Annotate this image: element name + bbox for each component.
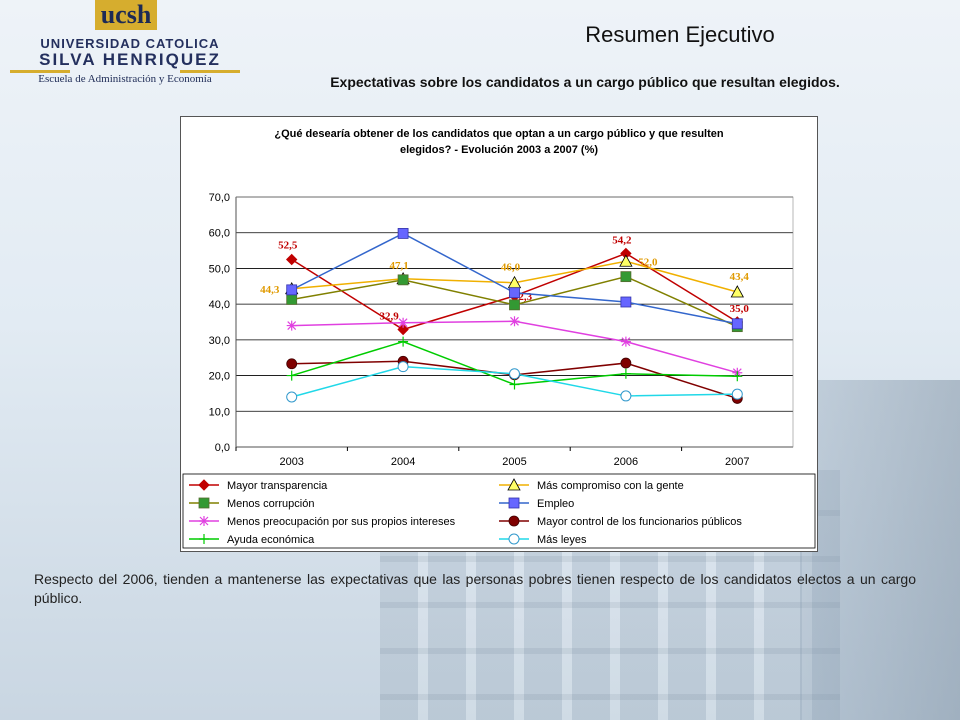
chart-title-line2: elegidos? - Evolución 2003 a 2007 (%) — [400, 144, 598, 156]
school-name: Escuela de Administración y Economía — [38, 73, 212, 85]
legend-label: Menos preocupación por sus propios inter… — [227, 516, 456, 528]
university-name-line1: UNIVERSIDAD CATOLICA — [40, 36, 220, 51]
data-point-marker — [730, 285, 744, 298]
summary-paragraph: Respecto del 2006, tienden a mantenerse … — [34, 571, 916, 606]
data-point-marker — [397, 361, 409, 373]
y-tick-label: 60,0 — [209, 228, 230, 240]
data-point-marker — [286, 358, 298, 370]
university-name-line2: SILVA HENRIQUEZ — [39, 50, 221, 69]
legend-label: Menos corrupción — [227, 498, 314, 510]
y-tick-label: 50,0 — [209, 263, 230, 275]
legend-swatch-marker — [508, 497, 520, 509]
data-point-marker — [398, 317, 409, 328]
data-point-marker — [509, 368, 520, 380]
data-point-marker — [509, 299, 520, 311]
legend-swatch-marker — [199, 534, 209, 544]
data-point-marker — [620, 390, 632, 402]
x-tick-label: 2005 — [502, 456, 526, 468]
y-tick-label: 20,0 — [209, 371, 230, 383]
data-label: 54,2 — [612, 234, 632, 246]
data-point-marker — [285, 253, 298, 266]
data-point-marker — [620, 368, 631, 379]
data-point-marker — [620, 336, 631, 347]
y-tick-label: 30,0 — [209, 335, 230, 347]
legend-swatch-marker — [507, 478, 521, 491]
legend-swatch-marker — [508, 515, 520, 527]
data-label: 52,5 — [278, 240, 298, 252]
page-title: Resumen Ejecutivo — [585, 22, 775, 47]
data-point-marker — [620, 296, 632, 308]
data-label: 52,0 — [638, 256, 658, 268]
x-tick-label: 2004 — [391, 456, 415, 468]
data-point-marker — [732, 371, 743, 382]
x-tick-label: 2007 — [725, 456, 749, 468]
x-tick-label: 2003 — [279, 456, 303, 468]
legend-label: Mayor transparencia — [227, 480, 328, 492]
y-tick-label: 0,0 — [215, 442, 230, 454]
legend-label: Más leyes — [537, 534, 587, 546]
data-point-marker — [619, 254, 633, 267]
university-logo: ucsh UNIVERSIDAD CATOLICA SILVA HENRIQUE… — [10, 0, 240, 100]
logo-divider-right — [180, 70, 240, 73]
data-point-marker — [509, 379, 520, 390]
legend-swatch-marker — [199, 516, 209, 526]
y-tick-label: 40,0 — [209, 299, 230, 311]
legend-swatch-marker — [198, 497, 210, 509]
legend-label: Mayor control de los funcionarios públic… — [537, 516, 742, 528]
data-point-marker — [286, 320, 297, 331]
chart-title-line1: ¿Qué desearía obtener de los candidatos … — [274, 128, 724, 140]
data-point-marker — [286, 294, 298, 305]
logo-mark: ucsh — [95, 0, 157, 30]
plot-area-border — [235, 196, 794, 448]
x-tick-label: 2006 — [614, 456, 638, 468]
logo-divider-left — [10, 70, 70, 73]
data-point-marker — [620, 271, 632, 283]
data-point-marker — [731, 388, 743, 400]
legend-swatch-marker — [198, 479, 210, 491]
chart-container: ¿Qué desearía obtener de los candidatos … — [180, 116, 818, 552]
data-point-marker — [397, 323, 409, 336]
legend-label: Empleo — [537, 498, 574, 510]
line-chart: ¿Qué desearía obtener de los candidatos … — [182, 128, 816, 549]
data-point-marker — [620, 357, 632, 369]
data-point-marker — [397, 274, 409, 286]
legend-label: Más compromiso con la gente — [537, 480, 684, 492]
data-label: 32,9 — [379, 311, 399, 323]
data-label: 43,4 — [730, 271, 750, 283]
data-label: 46,0 — [501, 262, 521, 274]
data-label: 35,0 — [730, 303, 750, 315]
page-subtitle: Expectativas sobre los candidatos a un c… — [330, 74, 840, 90]
data-point-marker — [286, 391, 298, 403]
data-point-marker — [509, 316, 520, 327]
data-label: 44,3 — [260, 284, 280, 296]
data-point-marker — [509, 287, 520, 299]
data-point-marker — [398, 336, 409, 347]
y-tick-label: 10,0 — [209, 406, 230, 418]
data-point-marker — [397, 228, 409, 239]
data-point-marker — [731, 318, 743, 330]
background-building-right — [800, 380, 960, 720]
series-line-4 — [291, 320, 738, 374]
data-label: 47,1 — [389, 260, 408, 272]
legend-box — [182, 473, 816, 549]
y-tick-label: 70,0 — [209, 192, 230, 204]
data-point-marker — [286, 370, 297, 381]
legend-label: Ayuda económica — [227, 534, 315, 546]
data-point-marker — [286, 284, 298, 296]
legend-swatch-marker — [508, 533, 520, 545]
